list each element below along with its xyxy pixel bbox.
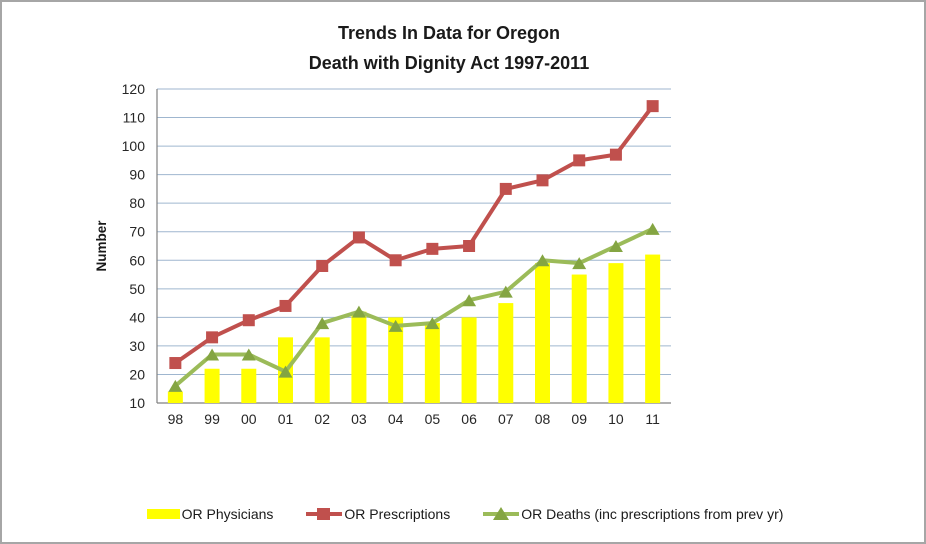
x-tick-label-05: 05 [425, 411, 441, 427]
legend-item-physicians: OR Physicians [146, 506, 274, 522]
legend-item-deaths: OR Deaths (inc prescriptions from prev y… [483, 506, 783, 522]
x-tick-label-03: 03 [351, 411, 367, 427]
y-tick-label-80: 80 [129, 195, 145, 211]
marker-or-prescriptions-06 [463, 240, 476, 252]
bar-or-physicians-02 [314, 337, 330, 403]
legend-label-physicians: OR Physicians [181, 506, 274, 522]
marker-or-deaths-inc-prescriptions-from-prev-yr-10 [608, 240, 623, 252]
marker-or-prescriptions-05 [426, 242, 439, 255]
x-tick-label-98: 98 [168, 411, 184, 427]
y-tick-label-110: 110 [123, 110, 146, 126]
bar-or-physicians-04 [388, 317, 404, 403]
x-tick-label-02: 02 [314, 411, 330, 427]
marker-or-prescriptions-98 [169, 357, 182, 370]
bar-or-physicians-05 [424, 323, 440, 403]
marker-or-deaths-inc-prescriptions-from-prev-yr-01 [278, 365, 293, 378]
y-tick-label-60: 60 [129, 252, 145, 268]
marker-or-prescriptions-02 [316, 259, 329, 272]
marker-or-deaths-inc-prescriptions-from-prev-yr-02 [315, 317, 330, 330]
x-tick-label-99: 99 [204, 411, 220, 427]
chart-title: Trends In Data for Oregon Death with Dig… [2, 18, 896, 78]
marker-or-deaths-inc-prescriptions-from-prev-yr-09 [572, 257, 587, 270]
bar-or-physicians-98 [167, 391, 183, 403]
marker-or-prescriptions-09 [573, 154, 586, 167]
bar-or-physicians-06 [461, 317, 477, 403]
bar-or-physicians-11 [645, 254, 661, 403]
y-tick-label-70: 70 [129, 224, 145, 240]
bar-or-physicians-10 [608, 263, 624, 403]
legend: OR Physicians OR Prescriptions OR Deaths… [2, 506, 926, 522]
bar-or-physicians-99 [204, 368, 220, 403]
marker-or-prescriptions-99 [206, 331, 219, 344]
x-tick-label-07: 07 [498, 411, 514, 427]
y-tick-label-10: 10 [129, 395, 145, 411]
marker-or-deaths-inc-prescriptions-from-prev-yr-00 [241, 348, 256, 361]
marker-or-deaths-inc-prescriptions-from-prev-yr-04 [388, 319, 403, 332]
marker-or-prescriptions-04 [389, 254, 402, 267]
x-tick-label-01: 01 [278, 411, 294, 427]
marker-or-prescriptions-00 [242, 314, 255, 327]
marker-or-deaths-inc-prescriptions-from-prev-yr-99 [205, 348, 220, 361]
chart-title-line-2: Death with Dignity Act 1997-2011 [308, 53, 590, 73]
bar-or-physicians-03 [351, 311, 367, 403]
bar-or-physicians-08 [535, 263, 550, 403]
marker-or-prescriptions-03 [352, 231, 365, 244]
marker-or-prescriptions-11 [646, 100, 659, 113]
x-tick-label-09: 09 [571, 411, 587, 427]
legend-label-deaths: OR Deaths (inc prescriptions from prev y… [521, 506, 784, 522]
marker-or-prescriptions-01 [279, 299, 292, 312]
marker-or-deaths-inc-prescriptions-from-prev-yr-08 [535, 254, 550, 267]
marker-or-prescriptions-08 [536, 174, 549, 187]
y-tick-label-50: 50 [129, 281, 145, 297]
y-axis-title: Number [94, 220, 109, 272]
y-tick-label-40: 40 [129, 309, 145, 325]
legend-label-prescriptions: OR Prescriptions [344, 506, 451, 522]
physicians-bar-swatch-icon [146, 509, 180, 519]
prescriptions-line-square-swatch-icon [306, 508, 343, 520]
y-tick-label-30: 30 [129, 338, 145, 354]
y-tick-label-90: 90 [129, 167, 145, 183]
bar-or-physicians-09 [571, 274, 587, 403]
x-tick-label-10: 10 [608, 411, 624, 427]
marker-or-prescriptions-10 [609, 148, 622, 161]
bar-or-physicians-00 [241, 368, 257, 403]
x-tick-label-08: 08 [535, 411, 551, 427]
marker-or-prescriptions-07 [499, 182, 512, 195]
y-tick-label-120: 120 [122, 81, 146, 97]
line-or-prescriptions [173, 104, 655, 366]
plot-area: 10 20 30 40 50 60 70 80 90 100 110 120 Number 98 99 00 0… [94, 81, 671, 427]
chart-title-line-1: Trends In Data for Oregon [337, 23, 561, 43]
legend-item-prescriptions: OR Prescriptions [306, 506, 450, 522]
marker-or-deaths-inc-prescriptions-from-prev-yr-11 [645, 222, 660, 235]
x-tick-label-00: 00 [241, 411, 257, 427]
marker-or-deaths-inc-prescriptions-from-prev-yr-03 [351, 305, 366, 318]
line-or-deaths-inc-prescriptions-from-prev-yr [173, 226, 655, 388]
deaths-line-triangle-swatch-icon [483, 507, 520, 520]
marker-or-deaths-inc-prescriptions-from-prev-yr-98 [168, 379, 183, 392]
bar-or-physicians-07 [498, 303, 514, 403]
marker-or-deaths-inc-prescriptions-from-prev-yr-07 [498, 285, 513, 298]
x-tick-label-06: 06 [461, 411, 477, 427]
y-tick-label-100: 100 [122, 138, 146, 154]
x-tick-label-11: 11 [645, 411, 660, 427]
y-tick-label-20: 20 [129, 366, 145, 382]
marker-or-deaths-inc-prescriptions-from-prev-yr-06 [462, 294, 477, 307]
x-tick-label-04: 04 [388, 411, 404, 427]
marker-or-deaths-inc-prescriptions-from-prev-yr-05 [425, 317, 440, 330]
